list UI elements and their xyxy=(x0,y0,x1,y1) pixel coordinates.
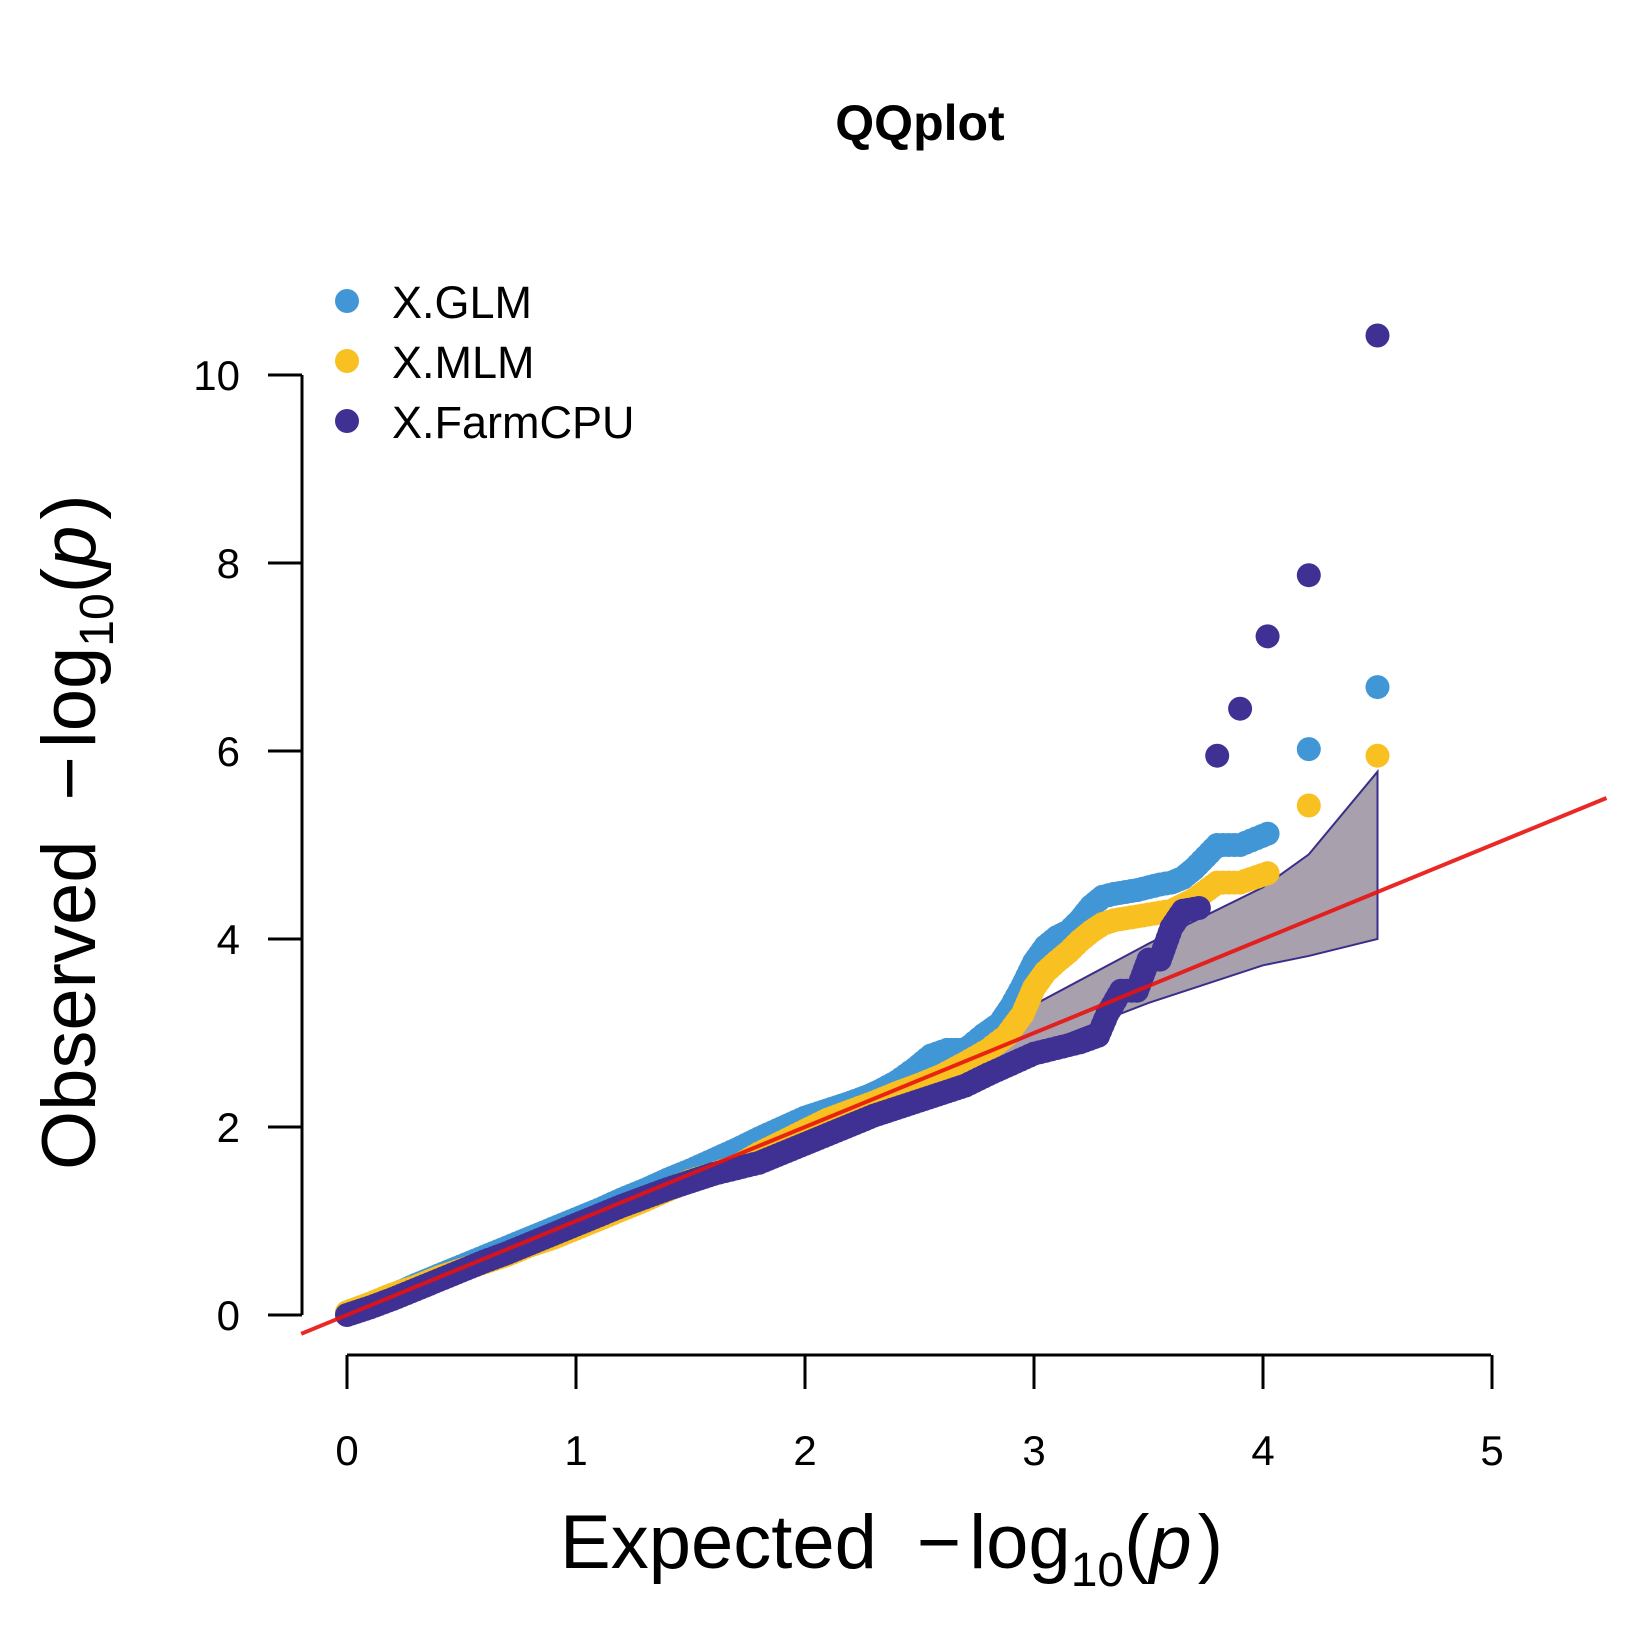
data-point xyxy=(953,1073,978,1098)
data-point xyxy=(1022,1041,1046,1066)
data-point xyxy=(1228,870,1253,895)
data-point xyxy=(1205,870,1230,895)
y-axis-title-base: 10 xyxy=(71,593,124,646)
y-tick-label: 10 xyxy=(193,352,240,399)
data-point xyxy=(1205,833,1230,857)
data-point xyxy=(1255,861,1280,886)
data-point xyxy=(1365,323,1390,348)
x-axis: 0 1 2 3 4 5 xyxy=(335,1353,1504,1474)
series-x-mlm xyxy=(335,743,1390,1325)
data-point xyxy=(1086,1023,1111,1048)
y-axis-title-main: Observed xyxy=(27,841,112,1171)
legend-label-glm: X.GLM xyxy=(392,277,532,328)
data-point xyxy=(930,1081,955,1106)
data-point xyxy=(1296,563,1321,588)
data-point xyxy=(1182,856,1207,881)
data-point xyxy=(1044,1036,1069,1061)
legend-label-mlm: X.MLM xyxy=(392,337,535,388)
data-point xyxy=(1147,947,1172,972)
data-point xyxy=(1095,1002,1120,1027)
x-axis-title-base: 10 xyxy=(1071,1544,1124,1597)
data-point xyxy=(934,1037,959,1062)
data-point xyxy=(1255,821,1280,846)
y-axis-title-log: log xyxy=(27,647,112,748)
data-point xyxy=(1296,737,1321,762)
x-tick-label: 1 xyxy=(564,1427,587,1474)
y-axis-title: Observed − log10(p) xyxy=(27,494,124,1170)
data-point xyxy=(1296,793,1321,818)
x-axis-title-var: p xyxy=(1147,1500,1191,1585)
x-tick-label: 4 xyxy=(1251,1427,1274,1474)
x-axis-title: Expected − log10(p) xyxy=(560,1500,1223,1597)
data-point xyxy=(907,1088,932,1113)
data-point xyxy=(770,1141,795,1166)
legend-item-glm: X.GLM xyxy=(335,277,532,328)
data-point xyxy=(1228,833,1253,857)
y-axis: 0 2 4 6 8 10 xyxy=(193,352,304,1339)
data-point xyxy=(1255,624,1280,649)
x-tick-label: 5 xyxy=(1480,1427,1503,1474)
data-point xyxy=(747,1150,772,1175)
data-point xyxy=(1228,696,1253,721)
legend-marker-glm xyxy=(335,289,359,313)
x-tick-label: 0 xyxy=(335,1427,358,1474)
y-tick-label: 6 xyxy=(217,728,240,775)
x-axis-title-rparen: ) xyxy=(1198,1500,1223,1585)
data-point xyxy=(1186,895,1211,920)
data-point xyxy=(861,1103,886,1128)
series-x-farmcpu xyxy=(335,323,1390,1327)
data-point xyxy=(793,1131,817,1156)
x-axis-title-main: Expected xyxy=(560,1500,877,1585)
series-x-glm xyxy=(335,675,1390,1326)
legend-item-farmcpu: X.FarmCPU xyxy=(335,397,635,448)
data-point xyxy=(1365,675,1390,700)
data-point xyxy=(1365,743,1390,768)
legend-marker-mlm xyxy=(335,349,359,373)
x-axis-title-log: log xyxy=(969,1500,1070,1585)
data-point xyxy=(1010,1002,1035,1027)
reference-line xyxy=(300,796,1608,1336)
data-point xyxy=(838,1113,863,1138)
y-axis-title-var: p xyxy=(27,526,112,570)
data-point xyxy=(884,1096,909,1121)
y-axis-title-lparen: ( xyxy=(27,568,112,593)
y-axis-title-rparen: ) xyxy=(27,494,112,519)
legend-marker-farmcpu xyxy=(335,409,359,433)
x-tick-label: 3 xyxy=(1022,1427,1045,1474)
legend-item-mlm: X.MLM xyxy=(335,337,535,388)
data-point xyxy=(999,1052,1024,1077)
data-point xyxy=(1067,1030,1092,1055)
y-axis-title-minus: − xyxy=(27,756,112,800)
data-point xyxy=(724,1156,749,1181)
y-tick-label: 2 xyxy=(217,1104,240,1151)
legend: X.GLM X.MLM X.FarmCPU xyxy=(335,277,635,448)
legend-label-farmcpu: X.FarmCPU xyxy=(392,397,635,448)
y-tick-label: 8 xyxy=(217,540,240,587)
chart-title: QQplot xyxy=(835,95,1005,151)
svg-text:Expected−log10(p): Expected − log10(p) xyxy=(560,1500,1223,1597)
data-point xyxy=(1205,743,1230,768)
y-tick-label: 4 xyxy=(217,916,240,963)
x-axis-title-minus: − xyxy=(917,1500,961,1585)
data-point xyxy=(1159,915,1184,940)
data-point xyxy=(815,1122,840,1147)
y-tick-label: 0 xyxy=(217,1292,240,1339)
svg-text:Observed−log10(p): Observed − log10(p) xyxy=(27,494,124,1170)
data-point xyxy=(976,1062,1001,1087)
x-axis-title-lparen: ( xyxy=(1124,1500,1149,1585)
x-tick-label: 2 xyxy=(793,1427,816,1474)
